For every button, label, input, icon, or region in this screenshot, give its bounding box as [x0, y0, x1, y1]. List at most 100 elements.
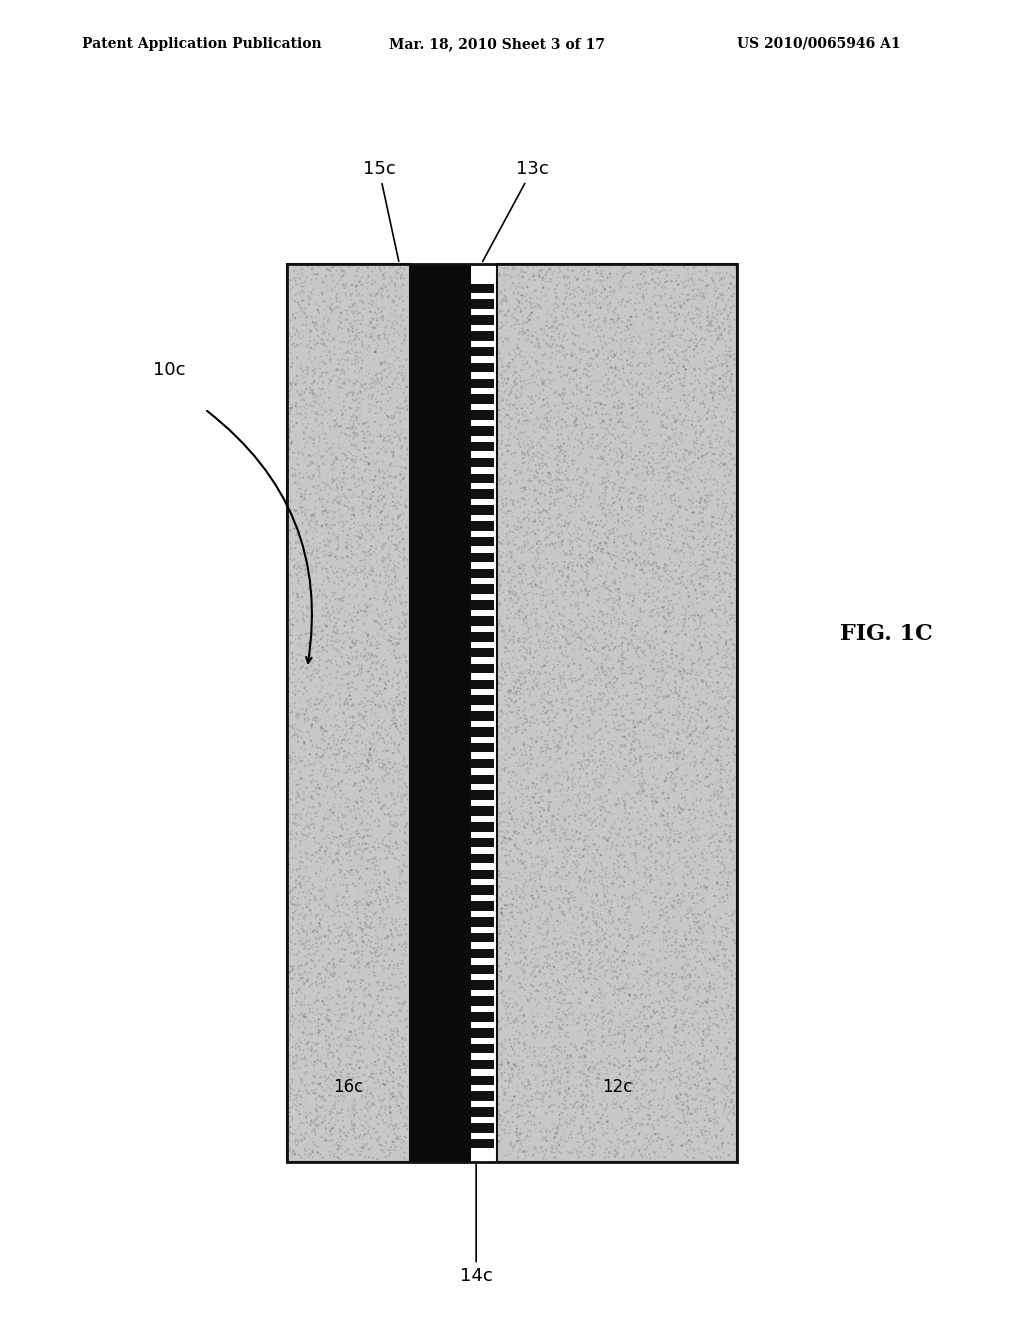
- Point: [594, 632, 610, 653]
- Point: [565, 614, 582, 635]
- Point: [692, 735, 709, 756]
- Point: [308, 319, 325, 341]
- Point: [384, 888, 400, 909]
- Point: [594, 516, 610, 537]
- Point: [371, 810, 387, 832]
- Point: [719, 355, 735, 376]
- Point: [690, 554, 707, 576]
- Point: [565, 1010, 582, 1031]
- Point: [575, 970, 592, 991]
- Point: [343, 1048, 359, 1069]
- Point: [314, 1107, 331, 1129]
- Point: [305, 606, 322, 627]
- Point: [676, 330, 692, 351]
- Point: [495, 389, 511, 411]
- Point: [304, 735, 321, 756]
- Point: [529, 975, 546, 997]
- Point: [601, 660, 617, 681]
- Point: [624, 842, 640, 863]
- Point: [653, 523, 670, 544]
- Point: [381, 565, 397, 586]
- Point: [563, 594, 580, 615]
- Point: [510, 338, 526, 359]
- Point: [543, 521, 559, 543]
- Point: [606, 346, 623, 367]
- Text: 10c: 10c: [153, 360, 185, 379]
- Point: [551, 450, 567, 471]
- Point: [367, 541, 383, 562]
- Point: [647, 916, 664, 937]
- Point: [315, 718, 332, 739]
- Point: [563, 735, 580, 756]
- Point: [555, 540, 571, 561]
- Point: [657, 470, 674, 491]
- Point: [304, 593, 321, 614]
- Point: [648, 962, 665, 983]
- Point: [632, 866, 648, 887]
- Point: [663, 413, 679, 434]
- Point: [657, 486, 674, 507]
- Point: [324, 302, 340, 323]
- Point: [596, 892, 612, 913]
- Point: [517, 672, 534, 693]
- Point: [543, 378, 559, 399]
- Point: [331, 774, 347, 795]
- Point: [563, 632, 580, 653]
- Point: [358, 643, 375, 664]
- Point: [607, 300, 624, 321]
- Point: [335, 260, 351, 281]
- Point: [365, 908, 381, 929]
- Point: [582, 954, 598, 975]
- Point: [347, 750, 364, 771]
- Point: [308, 536, 325, 557]
- Point: [594, 845, 610, 866]
- Point: [316, 714, 333, 735]
- Point: [601, 1142, 617, 1163]
- Point: [526, 342, 543, 363]
- Point: [519, 814, 536, 836]
- Point: [560, 829, 577, 850]
- Point: [291, 1031, 307, 1052]
- Point: [357, 838, 374, 859]
- Point: [692, 771, 709, 792]
- Point: [623, 543, 639, 564]
- Point: [386, 558, 402, 579]
- Point: [396, 751, 413, 772]
- Point: [550, 424, 566, 445]
- Point: [541, 791, 557, 812]
- Point: [513, 903, 529, 924]
- Point: [366, 570, 382, 591]
- Point: [300, 1031, 316, 1052]
- Point: [549, 781, 565, 803]
- Point: [703, 383, 720, 404]
- Point: [681, 337, 697, 358]
- Point: [345, 993, 361, 1014]
- Point: [565, 1097, 582, 1118]
- Point: [583, 681, 599, 702]
- Point: [503, 917, 519, 939]
- Point: [339, 747, 355, 768]
- Point: [646, 544, 663, 565]
- Point: [326, 458, 342, 479]
- Point: [561, 306, 578, 327]
- Point: [544, 405, 560, 426]
- Point: [340, 923, 356, 944]
- Point: [606, 492, 623, 513]
- Point: [302, 337, 318, 358]
- Point: [584, 953, 600, 974]
- Point: [309, 1106, 326, 1127]
- Point: [310, 475, 327, 496]
- Point: [324, 653, 340, 675]
- Point: [555, 267, 571, 288]
- Point: [344, 416, 360, 437]
- Point: [551, 841, 567, 862]
- Point: [371, 422, 387, 444]
- Point: [680, 659, 696, 680]
- Point: [609, 919, 626, 940]
- Point: [634, 438, 650, 459]
- Point: [557, 989, 573, 1010]
- Point: [362, 647, 379, 668]
- Point: [600, 1034, 616, 1055]
- Point: [686, 528, 702, 549]
- Point: [509, 380, 525, 401]
